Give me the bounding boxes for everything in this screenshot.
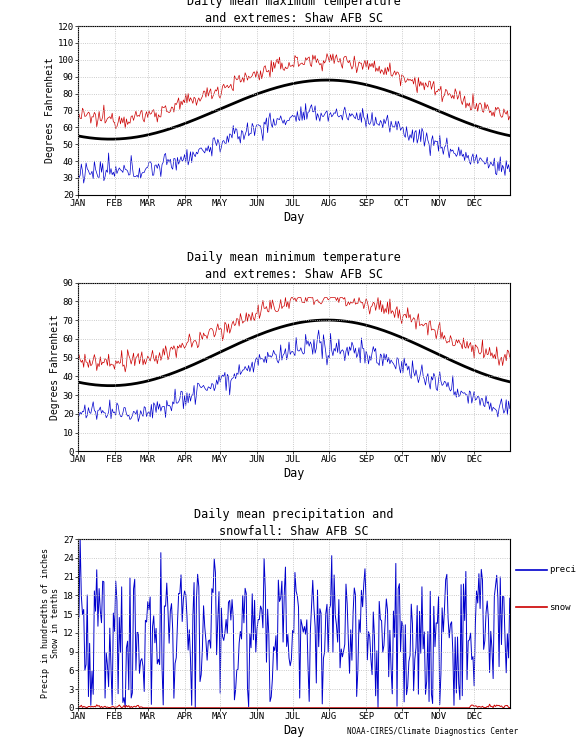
X-axis label: Day: Day (283, 211, 305, 224)
Y-axis label: Degrees Fahrenheit: Degrees Fahrenheit (45, 57, 55, 163)
X-axis label: Day: Day (283, 723, 305, 737)
Y-axis label: Degrees Fahrenheit: Degrees Fahrenheit (50, 314, 60, 419)
Title: Daily mean precipitation and
snowfall: Shaw AFB SC: Daily mean precipitation and snowfall: S… (194, 508, 393, 538)
X-axis label: Day: Day (283, 467, 305, 481)
Title: Daily mean maximum temperature
and extremes: Shaw AFB SC: Daily mean maximum temperature and extre… (187, 0, 401, 25)
Text: precip: precip (549, 565, 576, 574)
Y-axis label: Precip in hundredths of inches
Snow in tenths: Precip in hundredths of inches Snow in t… (41, 548, 60, 698)
Title: Daily mean minimum temperature
and extremes: Shaw AFB SC: Daily mean minimum temperature and extre… (187, 251, 401, 282)
Text: snow: snow (549, 603, 570, 612)
Text: NOAA-CIRES/Climate Diagnostics Center: NOAA-CIRES/Climate Diagnostics Center (347, 727, 518, 736)
